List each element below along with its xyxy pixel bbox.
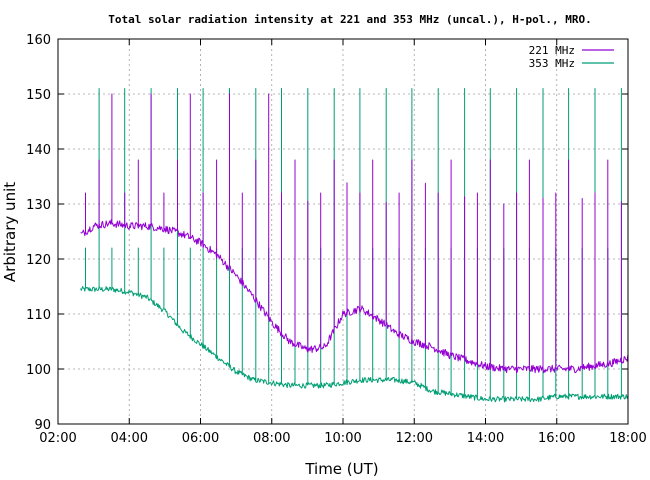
x-tick-label: 02:00 (39, 431, 76, 446)
y-tick-label: 90 (34, 418, 51, 433)
y-tick-label: 130 (26, 198, 51, 213)
axis-ticks: 90 100 110 120 130 140 150 160 02:00 04:00 06:00 08… (26, 33, 647, 446)
x-tick-label: 14:00 (467, 431, 504, 446)
x-tick-label: 16:00 (538, 431, 575, 446)
grid (58, 39, 628, 424)
x-tick-label: 06:00 (182, 431, 219, 446)
x-tick-label: 08:00 (253, 431, 290, 446)
y-tick-label: 110 (26, 308, 51, 323)
y-tick-label: 120 (26, 253, 51, 268)
legend-label-353mhz: 353 MHz (529, 57, 575, 70)
series-line-353mhz (80, 88, 629, 403)
x-axis-label: Time (UT) (304, 460, 378, 478)
x-tick-label: 04:00 (111, 431, 148, 446)
x-tick-label: 18:00 (609, 431, 646, 446)
legend-label-221mhz: 221 MHz (529, 44, 575, 57)
y-axis-label: Arbitrary unit (1, 182, 19, 282)
series-line-221mhz (80, 93, 629, 374)
y-tick-label: 100 (26, 363, 51, 378)
x-tick-label: 10:00 (324, 431, 361, 446)
y-tick-label: 160 (26, 33, 51, 48)
y-tick-label: 150 (26, 88, 51, 103)
x-tick-label: 12:00 (396, 431, 433, 446)
series-layer (80, 88, 629, 403)
chart-title: Total solar radiation intensity at 221 a… (108, 13, 591, 26)
legend: 221 MHz 353 MHz (529, 44, 614, 70)
y-tick-label: 140 (26, 143, 51, 158)
